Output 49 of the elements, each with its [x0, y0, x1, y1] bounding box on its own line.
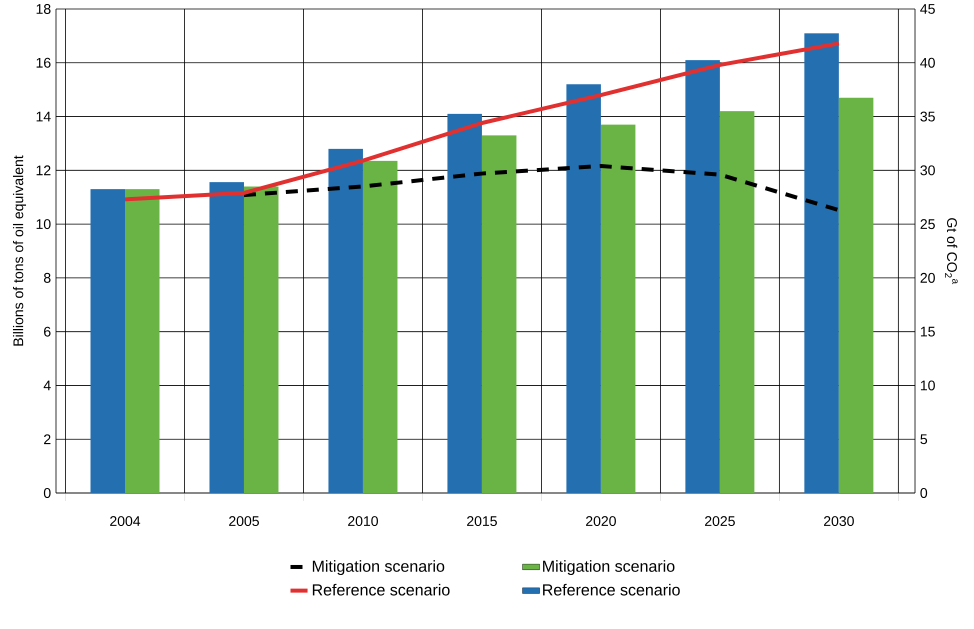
x-tick-label: 2004: [110, 516, 140, 526]
y-tick-label: 14: [36, 112, 51, 122]
y2-tick-label: 10: [920, 380, 935, 390]
y-axis-title: Billions of tons of oil equivalent: [12, 155, 26, 346]
x-tick-label: 2030: [824, 516, 854, 526]
x-tick-label: 2010: [348, 516, 378, 526]
bar: [90, 189, 126, 493]
y-tick-label: 16: [36, 58, 51, 68]
bar: [600, 124, 636, 493]
x-tick-label: 2005: [229, 516, 259, 526]
bar: [482, 135, 516, 493]
legend-label: Mitigation scenario: [543, 560, 674, 576]
y2-tick-label: 25: [920, 219, 935, 230]
bar: [566, 84, 601, 493]
bar: [720, 111, 754, 493]
x-tick-label: 2020: [586, 516, 616, 526]
y2-tick-label: 20: [920, 272, 935, 283]
bar: [328, 148, 363, 493]
y-tick-label: 18: [36, 4, 51, 14]
bar: [838, 98, 874, 493]
bar: [685, 60, 720, 493]
bar: [244, 186, 278, 493]
y-tick-label: 2: [44, 434, 50, 444]
line-series: [242, 164, 841, 212]
y2-tick-label: 30: [920, 165, 935, 176]
bar: [447, 114, 482, 493]
y2-tick-label: 45: [920, 4, 935, 14]
y2-tick-label: 40: [920, 58, 935, 68]
legend-label: Reference scenario: [543, 584, 680, 596]
legend-label: Reference scenario: [312, 584, 450, 596]
y2-tick-label: 5: [920, 434, 928, 444]
y-tick-label: 6: [44, 326, 51, 337]
y-tick-label: 10: [36, 219, 51, 230]
bar: [209, 182, 244, 493]
y-tick-label: 0: [44, 488, 51, 498]
x-tick-label: 2015: [467, 516, 497, 526]
bar: [804, 33, 839, 493]
y2-axis-title: Gt of CO$_{2}$a: [944, 218, 958, 284]
y2-tick-label: 0: [920, 488, 928, 498]
bar: [362, 160, 398, 493]
y2-tick-label: 35: [920, 112, 935, 122]
bar: [125, 189, 160, 493]
legend-label: Mitigation scenario: [312, 560, 444, 576]
y2-tick-label: 15: [920, 326, 935, 337]
x-tick-label: 2025: [705, 516, 735, 526]
y-tick-label: 4: [44, 380, 51, 390]
line-series: [123, 41, 841, 202]
y-tick-label: 8: [44, 272, 51, 283]
y-tick-label: 12: [36, 165, 50, 176]
